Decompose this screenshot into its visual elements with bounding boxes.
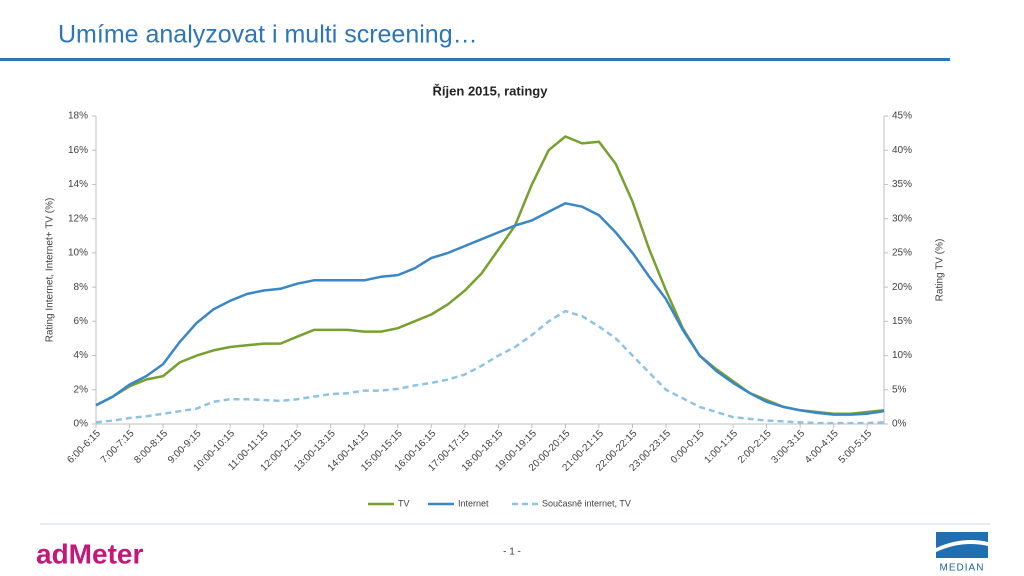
x-tick-label: 8:00-8:15 [132,428,170,466]
y-axis-title: Rating Internet, Internet+ TV (%) [45,198,56,343]
y2-tick-label: 20% [892,282,912,293]
y-tick-label: 2% [74,384,89,395]
y-tick-label: 14% [68,179,88,190]
x-tick-label: 3:00-3:15 [769,428,807,466]
y2-tick-label: 30% [892,213,912,224]
page-number: - 1 - [503,547,521,558]
y-tick-label: 6% [74,316,89,327]
x-tick-label: 1:00-1:15 [702,428,740,466]
y2-tick-label: 25% [892,248,912,259]
x-tick-label: 6:00-6:15 [65,428,103,466]
x-tick-label: 2:00-2:15 [736,428,774,466]
x-tick-label: 0:00-0:15 [669,428,707,466]
x-tick-label: 5:00-5:15 [837,428,875,466]
legend-label: Současně internet, TV [542,498,631,508]
series-line [95,135,885,415]
admeter-logo: adMeter [36,538,143,569]
y-tick-label: 8% [74,282,89,293]
y2-tick-label: 35% [892,179,912,190]
series-line [95,202,885,416]
y-tick-label: 16% [68,145,88,156]
y-tick-label: 0% [74,419,89,430]
series-line [95,309,885,425]
median-logo: MEDIAN [940,563,985,574]
x-tick-label: 7:00-7:15 [99,428,137,466]
y2-tick-label: 15% [892,316,912,327]
y2-tick-label: 45% [892,111,912,122]
y2-tick-label: 40% [892,145,912,156]
legend-label: TV [398,498,410,508]
x-tick-label: 4:00-4:15 [803,428,841,466]
y2-tick-label: 5% [892,384,907,395]
y-tick-label: 10% [68,248,88,259]
median-icon [936,532,988,558]
y-tick-label: 18% [68,111,88,122]
y-tick-label: 4% [74,350,89,361]
legend-label: Internet [458,498,489,508]
y2-tick-label: 0% [892,419,907,430]
y2-axis-title: Rating TV (%) [935,239,946,302]
y2-tick-label: 10% [892,350,912,361]
slide-title: Umíme analyzovat i multi screening… [58,21,478,49]
title-rule [0,58,950,61]
y-tick-label: 12% [68,213,88,224]
chart-title: Říjen 2015, ratingy [433,83,549,98]
